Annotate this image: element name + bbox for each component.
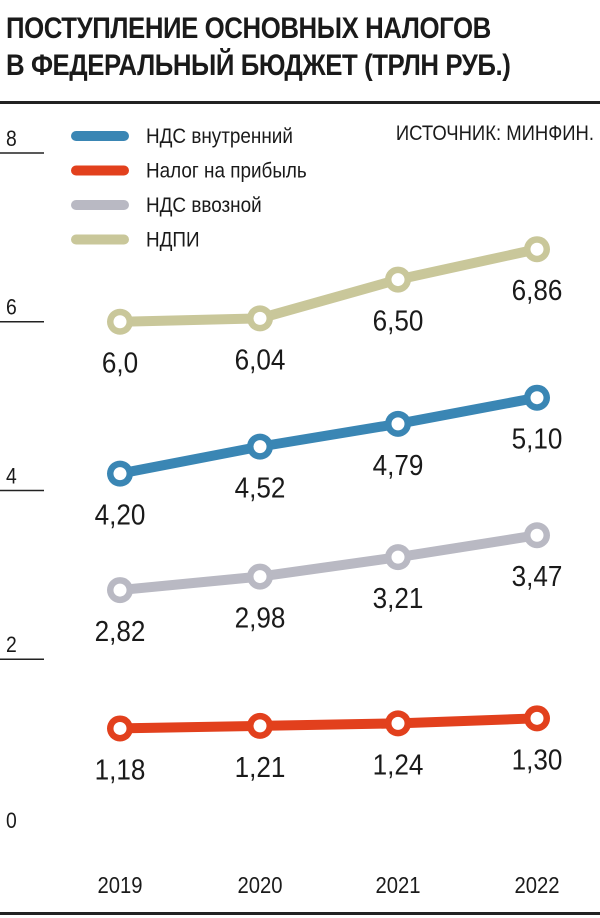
data-label-0-2: 4,79 — [373, 449, 424, 482]
x-tick-label-2019: 2019 — [97, 872, 142, 899]
data-label-0-1: 4,52 — [235, 471, 286, 504]
x-tick-label-2022: 2022 — [514, 872, 559, 899]
series-line-1 — [115, 713, 542, 734]
series-line-2 — [115, 530, 542, 596]
data-label-1-0: 1,18 — [95, 753, 146, 786]
x-axis-labels: 2019 2020 2021 2022 — [97, 872, 559, 899]
legend-label-2: НДС ввозной — [146, 194, 262, 217]
bottom-rule — [0, 912, 600, 915]
data-point-center-2-2 — [391, 550, 405, 564]
x-tick-label-2020: 2020 — [237, 872, 282, 899]
source-note: ИСТОЧНИК: МИНФИН. — [396, 122, 594, 145]
data-point-center-0-3 — [530, 391, 544, 405]
legend: НДС внутренний Налог на прибыль НДС ввозно… — [71, 125, 307, 252]
data-point-center-1-0 — [113, 721, 127, 735]
series-lines — [115, 244, 542, 734]
y-tick-label-0: 0 — [6, 809, 17, 833]
data-labels: 4,20 4,52 4,79 5,10 1,18 1,21 1,24 1,30 2,82 2,98… — [95, 274, 563, 786]
data-label-2-0: 2,82 — [95, 615, 146, 648]
top-rule — [0, 101, 600, 104]
chart-title-line-1: ПОСТУПЛЕНИЕ ОСНОВНЫХ НАЛОГОВ — [6, 12, 491, 45]
data-label-0-0: 4,20 — [95, 498, 146, 531]
series-line-0 — [115, 392, 542, 479]
legend-label-0: НДС внутренний — [146, 125, 293, 148]
data-point-center-2-1 — [253, 570, 267, 584]
data-point-center-0-2 — [391, 417, 405, 431]
data-label-3-0: 6,0 — [102, 346, 138, 379]
data-point-center-0-0 — [113, 467, 127, 481]
x-tick-label-2021: 2021 — [375, 872, 420, 899]
data-label-2-3: 3,47 — [512, 560, 563, 593]
data-point-center-3-1 — [253, 311, 267, 325]
data-label-2-1: 2,98 — [235, 601, 286, 634]
data-label-3-2: 6,50 — [373, 304, 424, 337]
legend-label-1: Налог на прибыль — [146, 160, 307, 183]
y-axis: 0 2 4 6 8 — [0, 127, 44, 833]
data-point-center-1-3 — [530, 711, 544, 725]
data-label-1-3: 1,30 — [512, 743, 563, 776]
series-points — [107, 236, 550, 742]
y-tick-label-6: 6 — [6, 296, 17, 320]
data-point-center-1-1 — [253, 719, 267, 733]
y-tick-label-4: 4 — [6, 464, 17, 488]
chart-title-line-2: В ФЕДЕРАЛЬНЫЙ БЮДЖЕТ (ТРЛН РУБ.) — [6, 49, 511, 82]
data-label-1-2: 1,24 — [373, 748, 424, 781]
data-point-center-3-2 — [391, 273, 405, 287]
data-label-0-3: 5,10 — [512, 422, 563, 455]
data-label-3-3: 6,86 — [512, 274, 563, 307]
legend-label-3: НДПИ — [146, 229, 200, 252]
data-point-center-3-0 — [113, 315, 127, 329]
series-line-3 — [115, 244, 542, 327]
y-tick-label-2: 2 — [6, 633, 17, 657]
data-point-center-2-3 — [530, 528, 544, 542]
data-point-center-0-1 — [253, 440, 267, 454]
y-tick-label-8: 8 — [6, 127, 17, 151]
data-label-1-1: 1,21 — [235, 751, 286, 784]
data-label-2-2: 3,21 — [373, 582, 424, 615]
chart-title: ПОСТУПЛЕНИЕ ОСНОВНЫХ НАЛОГОВ В ФЕДЕРАЛЬН… — [6, 10, 513, 84]
data-label-3-1: 6,04 — [235, 343, 286, 376]
data-point-center-1-2 — [391, 716, 405, 730]
data-point-center-2-0 — [113, 583, 127, 597]
data-point-center-3-3 — [530, 242, 544, 256]
